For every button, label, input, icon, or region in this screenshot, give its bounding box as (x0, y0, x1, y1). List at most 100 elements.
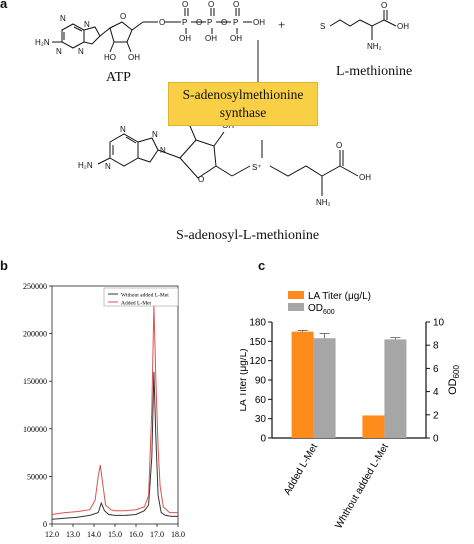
panel-a-letter: a (0, 0, 8, 11)
legend-label-subscript: 600 (323, 309, 335, 316)
plus-sign: + (278, 17, 285, 32)
x-tick-label: 18.0 (171, 530, 185, 539)
enzyme-name-line2: synthase (219, 105, 267, 120)
legend-label: OD600 (308, 303, 335, 316)
plot-frame (51, 285, 179, 525)
atom-n: N (160, 146, 166, 155)
atom-o: O (198, 175, 204, 184)
atom-oh: OH (179, 34, 191, 43)
right-tick-label: 10 (433, 318, 445, 329)
series-line (51, 304, 178, 515)
enzyme-box: S-adenosylmethionine synthase (168, 82, 318, 126)
methionine-chain (329, 19, 385, 27)
y-tick-label: 50000 (27, 472, 47, 481)
legend-swatch (288, 291, 304, 299)
right-tick-label: 4 (433, 387, 439, 398)
atom-oh: OH (128, 53, 140, 62)
right-axis-label-subscript: 600 (452, 365, 461, 379)
atp-ribose-ring (109, 21, 133, 43)
atom-n: N (120, 125, 126, 134)
atom-s: S (320, 22, 325, 31)
atom-n: N (60, 14, 66, 23)
right-tick-label: 2 (433, 410, 439, 421)
atom-oh: OH (397, 22, 409, 31)
atom-oh: OH (230, 34, 242, 43)
legend-swatch (288, 303, 304, 311)
atom-p: P (207, 18, 212, 27)
bar (313, 338, 336, 438)
legend-label: Added L-Met (121, 301, 152, 307)
atom-o: O (233, 0, 239, 9)
legend-label: LA Titer (μg/L) (308, 291, 371, 302)
left-tick-label: 0 (260, 434, 266, 445)
atom-n: N (56, 47, 62, 56)
atom-n: N (84, 20, 90, 29)
right-tick-label: 8 (433, 341, 439, 352)
x-tick-label: 14.0 (87, 530, 101, 539)
category-label: Added L-Met (282, 442, 320, 497)
left-tick-label: 120 (249, 356, 266, 367)
right-tick-label: 6 (433, 364, 439, 375)
atom-oh: OH (205, 34, 217, 43)
atom-o: O (381, 1, 387, 10)
left-tick-label: 90 (255, 376, 267, 387)
sam-imidazole-ring (137, 137, 159, 163)
enzyme-name-line1: S-adenosylmethionine (182, 87, 304, 102)
y-tick-label: 100000 (23, 425, 47, 434)
chromatogram-chart: 0 50000 100000 150000 200000 250000 12.0 13.0 14… (23, 282, 185, 539)
atom-ho: HO (104, 53, 116, 62)
atom-o: O (182, 0, 188, 9)
atom-nh2: NH₂ (367, 42, 382, 51)
bar (384, 339, 407, 438)
atom-h2n: H₂N (78, 161, 93, 170)
atom-o: O (208, 0, 214, 9)
atom-s-plus: S⁺ (252, 163, 262, 172)
atom-o: O (336, 141, 342, 150)
y-tick-label: 150000 (23, 377, 47, 386)
atom-oh: OH (253, 18, 265, 27)
x-tick-label: 17.0 (150, 530, 164, 539)
atom-o: O (221, 18, 227, 27)
category-label: Whthout added L-Met (333, 442, 391, 531)
legend-box (103, 287, 179, 307)
atom-p: P (182, 18, 187, 27)
sam-pyrimidine-ring (109, 133, 139, 167)
left-tick-label: 60 (255, 395, 267, 406)
x-tick-label: 16.0 (129, 530, 143, 539)
sam-ribose-ring (179, 139, 217, 179)
atom-n: N (152, 130, 158, 139)
x-tick-label: 13.0 (66, 530, 80, 539)
series-line (51, 371, 178, 520)
atp-imidazole-ring (83, 26, 101, 45)
panel-b-letter: b (0, 258, 8, 273)
panel-c-letter: c (258, 258, 266, 273)
y-tick-label: 0 (43, 520, 47, 529)
left-tick-label: 30 (255, 414, 267, 425)
y-tick-label: 250000 (23, 282, 47, 291)
atp-pyrimidine-ring (61, 23, 85, 49)
x-tick-label: 15.0 (108, 530, 122, 539)
left-tick-label: 150 (249, 337, 266, 348)
x-tick-label: 12.0 (45, 530, 59, 539)
bar (362, 415, 385, 438)
bar (291, 331, 314, 438)
atom-p: P (233, 18, 238, 27)
atp-label: ATP (106, 70, 131, 85)
legend-label: Without added L-Met (121, 293, 169, 299)
atom-n: N (78, 47, 84, 56)
left-tick-label: 180 (249, 318, 266, 329)
atom-nh2: NH₂ (316, 198, 331, 207)
atom-n: N (105, 162, 111, 171)
atom-o: O (159, 18, 165, 27)
y-tick-label: 200000 (23, 330, 47, 339)
atom-h2n: H₂N (35, 38, 50, 47)
right-tick-label: 0 (433, 434, 439, 445)
left-axis-label: LA Titer (μg/L) (240, 348, 249, 411)
sam-label: S-adenosyl-L-methionine (176, 228, 320, 243)
right-axis-label: OD600 (447, 365, 461, 395)
atom-o: O (120, 12, 126, 21)
atom-o: O (196, 18, 202, 27)
atom-oh: OH (359, 173, 371, 182)
l-methionine-label: L-methionine (336, 64, 413, 79)
